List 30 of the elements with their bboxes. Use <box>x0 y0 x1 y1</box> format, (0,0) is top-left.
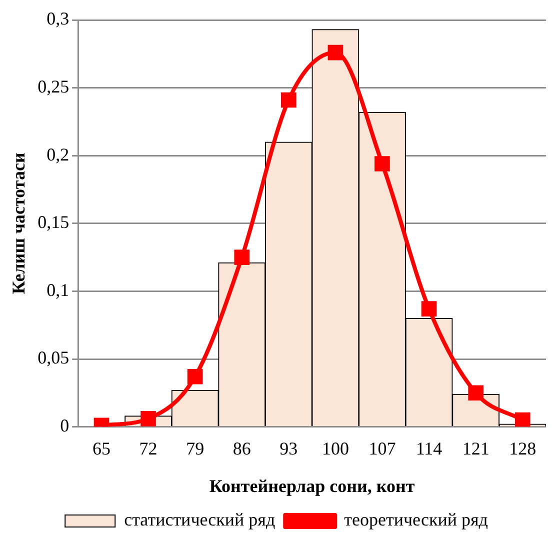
y-tick-label: 0,3 <box>46 8 70 29</box>
point <box>140 411 156 426</box>
x-tick-label: 107 <box>368 438 396 458</box>
point <box>421 301 437 316</box>
x-tick-label: 72 <box>139 438 158 458</box>
y-tick-label: 0,1 <box>46 280 70 300</box>
x-axis-title: Контейнерлар сони, конт <box>209 476 415 496</box>
x-tick-label: 121 <box>462 438 490 458</box>
x-tick-label: 86 <box>232 438 251 458</box>
x-tick-label: 93 <box>280 438 298 458</box>
point <box>187 368 203 384</box>
x-tick-label: 65 <box>92 438 110 458</box>
x-tick-label: 79 <box>186 438 204 458</box>
y-tick-label: 0,2 <box>46 144 70 164</box>
legend-label: статистический ряд <box>124 510 276 530</box>
x-tick-label: 128 <box>509 438 536 458</box>
point <box>281 92 296 108</box>
legend-label: теоретический ряд <box>344 510 488 530</box>
point <box>468 385 484 401</box>
point <box>374 156 390 172</box>
y-tick-label: 0,05 <box>38 348 70 368</box>
y-tick-label: 0,25 <box>38 76 70 97</box>
y-tick-label: 0 <box>60 416 70 436</box>
y-axis-title: Келиш частотаси <box>8 152 28 294</box>
point <box>514 412 530 427</box>
point <box>328 44 344 60</box>
x-tick-label: 114 <box>416 438 442 458</box>
x-tick-label: 100 <box>322 438 349 458</box>
point <box>234 250 250 265</box>
y-tick-label: 0,15 <box>38 212 70 232</box>
